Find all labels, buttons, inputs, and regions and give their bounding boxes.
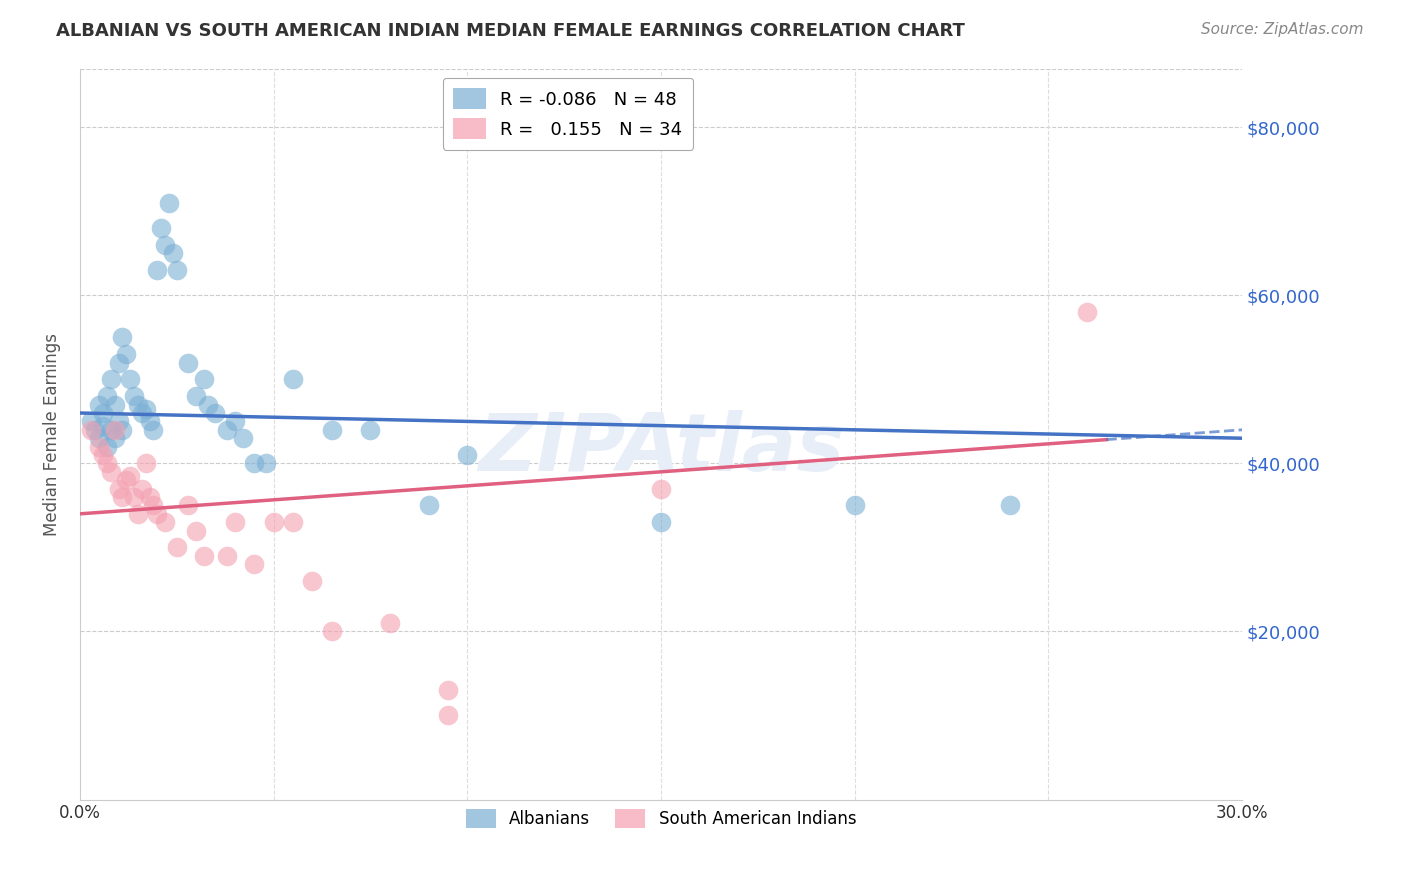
Point: [437, 708, 460, 723]
Point: [96, 457, 118, 471]
Point: [162, 246, 184, 260]
Text: ALBANIAN VS SOUTH AMERICAN INDIAN MEDIAN FEMALE EARNINGS CORRELATION CHART: ALBANIAN VS SOUTH AMERICAN INDIAN MEDIAN…: [56, 22, 965, 40]
Point: [107, 414, 129, 428]
Point: [456, 448, 478, 462]
Point: [359, 423, 381, 437]
Point: [650, 482, 672, 496]
Point: [100, 465, 122, 479]
Point: [127, 398, 149, 412]
Point: [301, 574, 323, 588]
Point: [91, 406, 114, 420]
Point: [146, 507, 169, 521]
Text: ZIPAtlas: ZIPAtlas: [478, 409, 844, 488]
Point: [89, 431, 111, 445]
Point: [204, 406, 226, 420]
Point: [193, 372, 215, 386]
Point: [197, 398, 219, 412]
Point: [243, 457, 266, 471]
Point: [120, 372, 142, 386]
Point: [104, 398, 127, 412]
Point: [122, 490, 145, 504]
Point: [91, 418, 114, 433]
Point: [107, 356, 129, 370]
Point: [224, 414, 246, 428]
Point: [844, 499, 866, 513]
Point: [115, 347, 138, 361]
Point: [166, 541, 188, 555]
Point: [166, 263, 188, 277]
Point: [281, 372, 304, 386]
Point: [254, 457, 277, 471]
Point: [232, 431, 254, 445]
Point: [80, 423, 103, 437]
Point: [111, 423, 134, 437]
Point: [104, 423, 127, 437]
Point: [89, 398, 111, 412]
Point: [96, 389, 118, 403]
Point: [418, 499, 440, 513]
Point: [184, 524, 207, 538]
Point: [100, 372, 122, 386]
Point: [437, 683, 460, 698]
Point: [153, 515, 176, 529]
Point: [135, 401, 157, 416]
Point: [135, 457, 157, 471]
Point: [142, 499, 165, 513]
Point: [217, 423, 239, 437]
Point: [131, 482, 153, 496]
Point: [998, 499, 1021, 513]
Point: [127, 507, 149, 521]
Point: [84, 423, 107, 437]
Y-axis label: Median Female Earnings: Median Female Earnings: [44, 333, 60, 535]
Legend: Albanians, South American Indians: Albanians, South American Indians: [460, 803, 863, 835]
Point: [96, 440, 118, 454]
Point: [378, 616, 401, 631]
Point: [120, 469, 142, 483]
Point: [177, 356, 200, 370]
Point: [157, 196, 180, 211]
Point: [150, 221, 173, 235]
Point: [243, 558, 266, 572]
Point: [100, 423, 122, 437]
Point: [146, 263, 169, 277]
Point: [80, 414, 103, 428]
Point: [122, 389, 145, 403]
Point: [142, 423, 165, 437]
Point: [184, 389, 207, 403]
Text: Source: ZipAtlas.com: Source: ZipAtlas.com: [1201, 22, 1364, 37]
Point: [321, 624, 343, 639]
Point: [131, 406, 153, 420]
Point: [107, 482, 129, 496]
Point: [111, 490, 134, 504]
Point: [138, 490, 160, 504]
Point: [321, 423, 343, 437]
Point: [91, 448, 114, 462]
Point: [153, 238, 176, 252]
Point: [89, 440, 111, 454]
Point: [177, 499, 200, 513]
Point: [217, 549, 239, 563]
Point: [224, 515, 246, 529]
Point: [281, 515, 304, 529]
Point: [650, 515, 672, 529]
Point: [111, 330, 134, 344]
Point: [263, 515, 285, 529]
Point: [138, 414, 160, 428]
Point: [1076, 305, 1098, 319]
Point: [115, 473, 138, 487]
Point: [193, 549, 215, 563]
Point: [104, 431, 127, 445]
